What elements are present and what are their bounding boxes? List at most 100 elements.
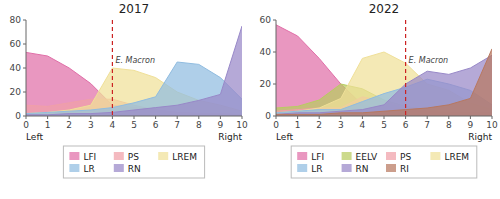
area	[26, 26, 242, 116]
y-tick-label: 0	[15, 111, 21, 121]
y-tick-label: 40	[260, 47, 272, 57]
x-tick	[198, 116, 199, 119]
y-tick	[23, 44, 26, 45]
area-line	[276, 49, 492, 115]
area	[276, 49, 492, 116]
panel: 20220204060012345678910E. MacronLeftRigh…	[260, 2, 498, 178]
x-tick-label: 1	[295, 120, 301, 130]
x-label-right: Right	[218, 132, 242, 142]
x-tick	[427, 116, 428, 119]
y-tick-label: 20	[260, 79, 272, 89]
x-tick	[112, 116, 113, 119]
x-tick-label: 8	[446, 120, 452, 130]
plot-area	[276, 25, 492, 116]
x-tick-label: 2	[66, 120, 72, 130]
legend-label: RN	[356, 164, 369, 174]
x-tick-label: 4	[360, 120, 366, 130]
x-tick	[26, 116, 27, 119]
x-tick	[177, 116, 178, 119]
x-tick	[492, 116, 493, 119]
x-tick	[319, 116, 320, 119]
legend: LFI PS LREM LR RN	[63, 146, 204, 178]
x-tick-label: 5	[131, 120, 137, 130]
x-label-left: Left	[26, 132, 43, 142]
plot-area	[26, 26, 242, 116]
x-tick	[384, 116, 385, 119]
x-tick-label: 8	[196, 120, 202, 130]
legend-swatch	[114, 152, 124, 160]
legend-swatch	[114, 164, 124, 172]
y-tick	[23, 68, 26, 69]
legend-swatch	[297, 152, 307, 160]
y-tick	[273, 84, 276, 85]
legend-label: RI	[400, 164, 409, 174]
legend-label: LREM	[172, 152, 197, 162]
legend-label: EELV	[356, 152, 378, 162]
legend-label: LFI	[83, 152, 96, 162]
x-tick	[220, 116, 221, 119]
title: 2017	[119, 2, 150, 16]
x-tick	[276, 116, 277, 119]
legend-label: PS	[128, 152, 139, 162]
x-tick	[155, 116, 156, 119]
annotation: E. Macron	[115, 56, 155, 65]
x-tick	[134, 116, 135, 119]
legend-label: RN	[128, 164, 141, 174]
legend-swatch	[297, 164, 307, 172]
x-label-left: Left	[276, 132, 293, 142]
x-tick-label: 10	[236, 120, 248, 130]
legend-swatch	[386, 164, 396, 172]
x-tick-label: 3	[338, 120, 344, 130]
legend-swatch	[69, 164, 79, 172]
chart-root: 2017020406080012345678910E. MacronLeftRi…	[0, 0, 500, 199]
x-tick	[340, 116, 341, 119]
area	[276, 25, 492, 116]
x-tick-label: 7	[424, 120, 430, 130]
area-line	[26, 26, 242, 115]
x-tick	[362, 116, 363, 119]
legend-swatch	[69, 152, 79, 160]
legend-frame	[291, 146, 477, 178]
x-tick	[297, 116, 298, 119]
x-tick	[90, 116, 91, 119]
x-tick	[242, 116, 243, 119]
legend-label: LR	[311, 164, 322, 174]
legend-swatch	[430, 152, 440, 160]
x-tick	[405, 116, 406, 119]
y-tick	[273, 20, 276, 21]
legend-label: LFI	[311, 152, 324, 162]
legend-label: LR	[83, 164, 94, 174]
x-tick	[448, 116, 449, 119]
x-tick-label: 9	[468, 120, 474, 130]
y-tick-label: 0	[265, 111, 271, 121]
legend-swatch	[158, 152, 168, 160]
panel: 2017020406080012345678910E. MacronLeftRi…	[10, 2, 248, 178]
y-tick	[273, 52, 276, 53]
annotation: E. Macron	[409, 56, 449, 65]
x-tick-label: 6	[403, 120, 409, 130]
y-axis	[276, 20, 277, 116]
y-tick	[23, 92, 26, 93]
x-tick-label: 1	[45, 120, 51, 130]
legend-swatch	[342, 152, 352, 160]
reference-line	[405, 20, 406, 116]
y-tick-label: 20	[10, 87, 22, 97]
y-tick-label: 40	[10, 63, 22, 73]
x-tick-label: 4	[110, 120, 116, 130]
x-tick-label: 7	[174, 120, 180, 130]
x-tick-label: 0	[273, 120, 279, 130]
x-tick-label: 3	[88, 120, 94, 130]
y-tick	[23, 20, 26, 21]
legend-label: LREM	[444, 152, 469, 162]
y-tick-label: 60	[10, 39, 22, 49]
legend: LFI EELV PS LREM LR RN RI	[291, 146, 477, 178]
x-tick	[47, 116, 48, 119]
x-tick	[470, 116, 471, 119]
x-tick-label: 0	[23, 120, 29, 130]
x-tick-label: 9	[218, 120, 224, 130]
x-tick-label: 6	[153, 120, 159, 130]
x-tick-label: 2	[316, 120, 322, 130]
legend-label: PS	[400, 152, 411, 162]
x-label-right: Right	[468, 132, 492, 142]
title: 2022	[369, 2, 400, 16]
